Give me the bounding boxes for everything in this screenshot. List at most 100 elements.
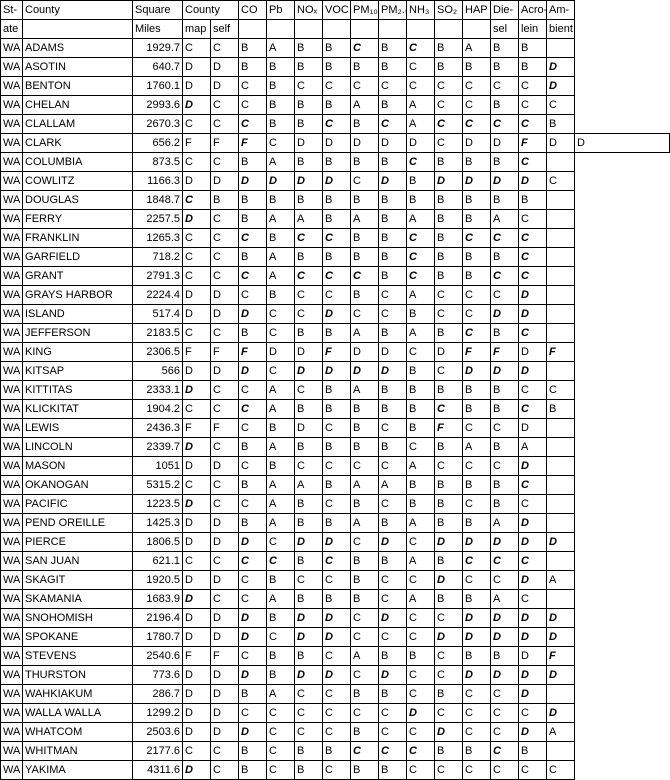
grade-cell: D bbox=[407, 134, 435, 153]
state-cell: WA bbox=[1, 267, 23, 286]
grade-cell: C bbox=[491, 761, 519, 780]
grade-cell: D bbox=[183, 666, 211, 685]
grade-cell: C bbox=[491, 571, 519, 590]
county-cell: PACIFIC bbox=[23, 495, 133, 514]
grade-cell: D bbox=[519, 343, 547, 362]
grade-cell: C bbox=[547, 172, 575, 191]
grade-cell: C bbox=[547, 761, 575, 780]
grade-cell: B bbox=[491, 324, 519, 343]
table-row: WAGARFIELD718.2CCBABBBBCBBBC bbox=[1, 248, 670, 267]
miles-cell: 640.7 bbox=[133, 58, 183, 77]
grade-cell: F bbox=[547, 647, 575, 666]
grade-cell: B bbox=[435, 210, 463, 229]
state-cell: WA bbox=[1, 115, 23, 134]
grade-cell: D bbox=[295, 609, 323, 628]
grade-cell: C bbox=[239, 495, 267, 514]
grade-cell: C bbox=[267, 305, 295, 324]
grade-cell: B bbox=[295, 761, 323, 780]
grade-cell: D bbox=[183, 210, 211, 229]
grade-cell: C bbox=[351, 628, 379, 647]
grade-cell: B bbox=[351, 419, 379, 438]
grade-cell: D bbox=[519, 286, 547, 305]
col-header: NH₃ bbox=[407, 1, 435, 20]
grade-cell: F bbox=[491, 343, 519, 362]
grade-cell: D bbox=[323, 134, 351, 153]
grade-cell: C bbox=[435, 305, 463, 324]
county-cell: WAHKIAKUM bbox=[23, 685, 133, 704]
grade-cell: B bbox=[435, 685, 463, 704]
county-cell: WALLA WALLA bbox=[23, 704, 133, 723]
table-row: WAASOTIN640.7DDBBBBBBCBBBBD bbox=[1, 58, 670, 77]
county-cell: BENTON bbox=[23, 77, 133, 96]
grade-cell: C bbox=[435, 761, 463, 780]
grade-cell: B bbox=[379, 761, 407, 780]
grade-cell: D bbox=[183, 305, 211, 324]
table-row: WAWALLA WALLA1299.2DDCCCCCCDCCCCD bbox=[1, 704, 670, 723]
grade-cell: B bbox=[351, 229, 379, 248]
grade-cell: B bbox=[491, 39, 519, 58]
grade-cell: D bbox=[211, 723, 239, 742]
table-row: WACLALLAM2670.3CCCBBCBCACCCCB bbox=[1, 115, 670, 134]
county-cell: WHATCOM bbox=[23, 723, 133, 742]
miles-cell: 773.6 bbox=[133, 666, 183, 685]
grade-cell: D bbox=[435, 628, 463, 647]
grade-cell: D bbox=[547, 666, 575, 685]
grade-cell: B bbox=[491, 153, 519, 172]
grade-cell: D bbox=[435, 172, 463, 191]
grade-cell: B bbox=[463, 267, 491, 286]
grade-cell bbox=[547, 685, 575, 704]
grade-cell: B bbox=[351, 761, 379, 780]
miles-cell: 2540.6 bbox=[133, 647, 183, 666]
grade-cell: C bbox=[323, 761, 351, 780]
grade-cell: C bbox=[407, 533, 435, 552]
grade-cell: D bbox=[435, 571, 463, 590]
grade-cell: B bbox=[351, 191, 379, 210]
state-cell: WA bbox=[1, 457, 23, 476]
grade-cell: C bbox=[463, 115, 491, 134]
table-row: WASAN JUAN621.1CCCCBCBBABCCC bbox=[1, 552, 670, 571]
table-row: WAFERRY2257.5DCBAABABABBAC bbox=[1, 210, 670, 229]
grade-cell: C bbox=[463, 495, 491, 514]
grade-cell: C bbox=[491, 723, 519, 742]
grade-cell: C bbox=[267, 362, 295, 381]
grade-cell: C bbox=[239, 286, 267, 305]
grade-cell: C bbox=[267, 761, 295, 780]
table-row: WAJEFFERSON2183.5CCBCBBABABCBC bbox=[1, 324, 670, 343]
grade-cell: C bbox=[379, 571, 407, 590]
grade-cell: C bbox=[239, 552, 267, 571]
grade-cell: C bbox=[295, 704, 323, 723]
grade-cell: C bbox=[211, 115, 239, 134]
grade-cell: C bbox=[239, 229, 267, 248]
grade-cell: C bbox=[211, 248, 239, 267]
grade-cell: F bbox=[183, 343, 211, 362]
grade-cell: C bbox=[211, 438, 239, 457]
grade-cell: B bbox=[323, 324, 351, 343]
grade-cell: C bbox=[435, 609, 463, 628]
grade-cell: D bbox=[211, 457, 239, 476]
grade-cell: C bbox=[463, 571, 491, 590]
county-cell: PEND OREILLE bbox=[23, 514, 133, 533]
grade-cell: B bbox=[267, 571, 295, 590]
county-cell: COWLITZ bbox=[23, 172, 133, 191]
grade-cell: C bbox=[211, 381, 239, 400]
grade-cell: D bbox=[379, 533, 407, 552]
grade-cell bbox=[547, 438, 575, 457]
county-cell: CHELAN bbox=[23, 96, 133, 115]
grade-cell: D bbox=[211, 362, 239, 381]
grade-cell: B bbox=[239, 438, 267, 457]
grade-cell: A bbox=[267, 400, 295, 419]
grade-cell: D bbox=[519, 457, 547, 476]
grade-cell: B bbox=[435, 39, 463, 58]
miles-cell: 517.4 bbox=[133, 305, 183, 324]
grade-cell: A bbox=[351, 381, 379, 400]
grade-cell: D bbox=[267, 343, 295, 362]
col-subheader bbox=[295, 20, 323, 39]
grade-cell: B bbox=[351, 590, 379, 609]
col-subheader bbox=[267, 20, 295, 39]
grade-cell: C bbox=[407, 39, 435, 58]
grade-cell: D bbox=[519, 305, 547, 324]
grade-cell: B bbox=[239, 476, 267, 495]
grade-cell: D bbox=[491, 134, 519, 153]
grade-cell: B bbox=[379, 248, 407, 267]
grade-cell: A bbox=[267, 590, 295, 609]
